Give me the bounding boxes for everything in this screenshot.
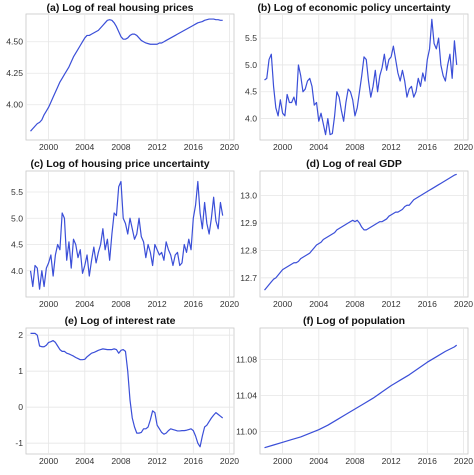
x-tick-label: 2012 [148,142,167,152]
series-line [264,344,458,449]
x-tick-label: 2012 [382,456,401,466]
panel-e-title: (e) Log of interest rate [65,315,176,327]
y-tick-label: -1 [15,438,23,448]
series-line [29,180,224,290]
x-tick-label: 2004 [75,299,94,309]
y-tick-label: 5.0 [11,213,23,223]
x-tick-label: 2012 [382,299,401,309]
y-tick-label: 11.00 [236,427,257,437]
x-tick-label: 2008 [111,456,130,466]
x-tick-label: 2000 [39,456,58,466]
panel-c-title: (c) Log of housing price uncertainty [30,158,209,170]
x-tick-label: 2016 [184,456,203,466]
x-tick-label: 2008 [345,299,364,309]
x-tick-label: 2020 [454,456,473,466]
y-tick-label: 4.5 [11,240,23,250]
y-tick-label: 4.00 [6,100,23,110]
x-tick-label: 2004 [75,456,94,466]
x-tick-label: 2012 [148,299,167,309]
x-tick-label: 2012 [148,456,167,466]
y-tick-label: 12.9 [240,218,257,228]
y-tick-label: 13.0 [240,191,257,201]
x-tick-label: 2008 [111,142,130,152]
x-tick-label: 2012 [382,142,401,152]
y-tick-label: 12.7 [240,273,257,283]
plot-area [25,13,235,141]
series-line [264,18,458,136]
x-tick-label: 2016 [184,299,203,309]
panel-d: (d) Log of real GDP 2000 2004 2008 2012 2016… [240,158,473,309]
y-tick-label: 4.0 [11,266,23,276]
x-tick-label: 2004 [309,299,328,309]
y-tick-label: 1 [18,366,23,376]
y-tick-label: 11.04 [236,391,257,401]
y-tick-label: 4.0 [245,114,257,124]
panel-a: (a) Log of real housing prices 2000 2004 2… [6,2,239,152]
y-tick-label: 0 [18,402,23,412]
panel-a-title: (a) Log of real housing prices [46,2,193,14]
y-tick-label: 4.5 [245,87,257,97]
y-tick-label: 4.50 [6,37,23,47]
series-line [30,18,223,132]
series-line [30,332,224,448]
x-tick-label: 2008 [111,299,130,309]
x-tick-label: 2008 [345,456,364,466]
panel-c: (c) Log of housing price uncertainty 200… [11,158,239,309]
x-tick-label: 2000 [273,299,292,309]
x-tick-label: 2000 [273,142,292,152]
x-tick-label: 2016 [184,142,203,152]
panel-f-title: (f) Log of population [303,315,405,327]
panel-f: (f) Log of population 2000 2004 2008 2012 20… [236,315,473,466]
x-tick-label: 2016 [418,299,437,309]
y-tick-label: 5.5 [245,33,257,43]
x-tick-label: 2020 [220,456,239,466]
x-tick-label: 2020 [454,142,473,152]
plot-area [259,13,469,141]
x-tick-label: 2020 [220,142,239,152]
y-tick-label: 4.25 [6,68,23,78]
plot-area [259,170,469,298]
x-tick-label: 2016 [418,456,437,466]
x-tick-label: 2000 [39,142,58,152]
y-tick-label: 5.0 [245,60,257,70]
x-tick-label: 2000 [39,299,58,309]
panel-b-title: (b) Log of economic policy uncertainty [257,2,450,14]
y-tick-label: 5.5 [11,187,23,197]
y-tick-label: 2 [18,330,23,340]
y-tick-label: 11.08 [236,355,257,365]
x-tick-label: 2004 [309,142,328,152]
x-tick-label: 2020 [454,299,473,309]
x-tick-label: 2004 [75,142,94,152]
x-tick-label: 2004 [309,456,328,466]
x-tick-label: 2020 [220,299,239,309]
y-tick-label: 12.8 [240,245,257,255]
x-tick-label: 2000 [273,456,292,466]
panel-e: (e) Log of interest rate 2000 2004 2008 201… [15,315,239,466]
panel-b: (b) Log of economic policy uncertainty 2… [245,2,473,152]
x-tick-label: 2008 [345,142,364,152]
plot-area [25,327,235,455]
plot-area [259,327,469,455]
series-line [264,173,457,291]
x-tick-label: 2016 [418,142,437,152]
plot-area [25,170,235,298]
panel-d-title: (d) Log of real GDP [306,158,402,170]
